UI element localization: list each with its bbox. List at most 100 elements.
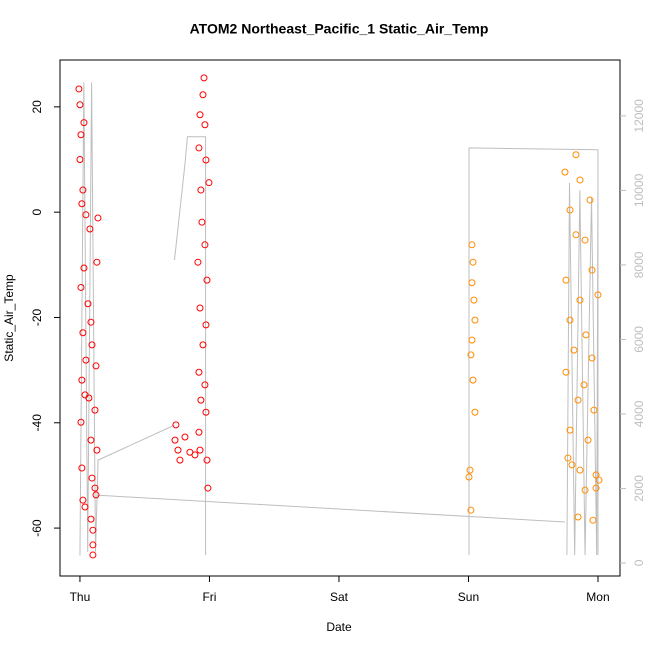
point [78, 376, 86, 384]
point [82, 356, 90, 364]
point [471, 316, 479, 324]
point [79, 186, 87, 194]
point [93, 446, 101, 454]
point [584, 436, 592, 444]
point [181, 433, 189, 441]
point [81, 503, 89, 511]
point [576, 176, 584, 184]
x-axis-label: Date [326, 620, 352, 634]
point [586, 196, 594, 204]
point [172, 421, 180, 429]
point [76, 156, 84, 164]
point [195, 428, 203, 436]
y2-tick-label: 10000 [632, 173, 646, 207]
point [201, 381, 209, 389]
point [574, 396, 582, 404]
point [196, 446, 204, 454]
point [80, 119, 88, 127]
point [568, 461, 576, 469]
point [589, 516, 597, 524]
point [564, 454, 572, 462]
point [88, 474, 96, 482]
point [200, 74, 208, 82]
chart-title: ATOM2 Northeast_Pacific_1 Static_Air_Tem… [190, 21, 489, 37]
point [204, 484, 212, 492]
point [574, 513, 582, 521]
y-tick-label: -20 [30, 308, 44, 326]
point [195, 368, 203, 376]
point [592, 471, 600, 479]
point [80, 264, 88, 272]
point [201, 121, 209, 129]
point [465, 473, 473, 481]
point [77, 283, 85, 291]
point [199, 341, 207, 349]
point [77, 131, 85, 139]
point [203, 456, 211, 464]
point [87, 318, 95, 326]
point [94, 214, 102, 222]
point [470, 296, 478, 304]
point [195, 144, 203, 152]
point [82, 211, 90, 219]
y-axis-label: Static_Air_Temp [2, 274, 16, 362]
point [562, 276, 570, 284]
plot-frame [59, 59, 621, 577]
point [594, 291, 602, 299]
y-tick-label: 0 [30, 209, 44, 216]
point [580, 381, 588, 389]
point [197, 396, 205, 404]
point [202, 156, 210, 164]
x-tick-label: Thu [70, 590, 91, 604]
point [199, 91, 207, 99]
point [576, 296, 584, 304]
point [469, 376, 477, 384]
point [87, 515, 95, 523]
point [590, 406, 598, 414]
y-tick-label: 20 [30, 100, 44, 114]
y-tick-label: -40 [30, 414, 44, 432]
point [176, 456, 184, 464]
point [468, 279, 476, 287]
point [566, 316, 574, 324]
x-tick-label: Sat [330, 590, 349, 604]
y-tick-label: -60 [30, 519, 44, 537]
point [467, 506, 475, 514]
point [86, 225, 94, 233]
point [469, 258, 477, 266]
point [197, 186, 205, 194]
point [466, 466, 474, 474]
altitude-line [79, 82, 599, 556]
x-tick-label: Mon [586, 590, 609, 604]
point [84, 300, 92, 308]
point [202, 408, 210, 416]
point [92, 362, 100, 370]
point [75, 85, 83, 93]
point [78, 464, 86, 472]
point [87, 436, 95, 444]
point [79, 496, 87, 504]
x-tick-label: Fri [202, 590, 216, 604]
point [471, 408, 479, 416]
point [581, 486, 589, 494]
point [85, 394, 93, 402]
y2-tick-label: 2000 [632, 475, 646, 502]
point [467, 351, 475, 359]
point [468, 241, 476, 249]
point [570, 346, 578, 354]
point [582, 331, 590, 339]
point [588, 266, 596, 274]
point [92, 491, 100, 499]
point [205, 179, 213, 187]
point [196, 304, 204, 312]
point [89, 551, 97, 559]
point [198, 218, 206, 226]
y2-tick-label: 12000 [632, 99, 646, 133]
point [93, 258, 101, 266]
point [572, 151, 580, 159]
point [576, 466, 584, 474]
point [588, 354, 596, 362]
point [572, 231, 580, 239]
